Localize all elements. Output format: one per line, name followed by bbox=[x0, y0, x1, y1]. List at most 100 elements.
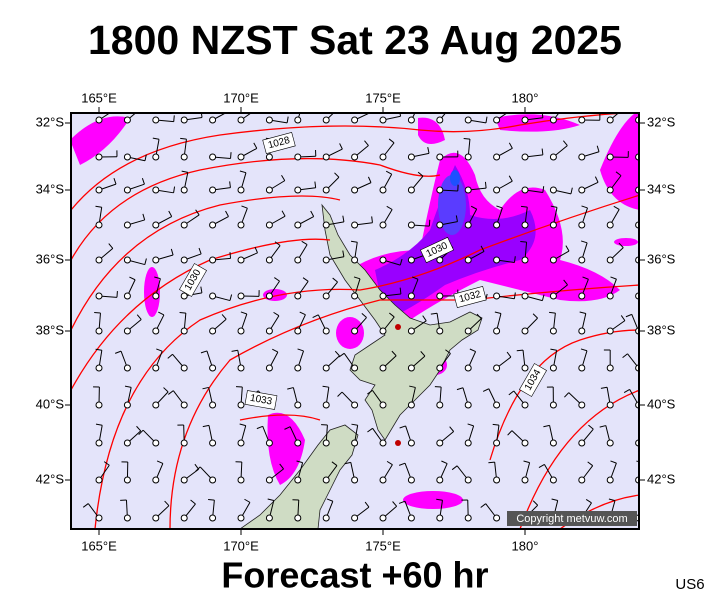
barb-station bbox=[549, 116, 557, 124]
barb-flag bbox=[507, 430, 513, 436]
barb-flag bbox=[113, 177, 117, 185]
barb-station bbox=[549, 476, 557, 484]
lat-label: 40°S bbox=[36, 396, 65, 411]
barb-flag bbox=[342, 215, 345, 222]
barb-flag bbox=[221, 314, 227, 320]
barb-station bbox=[180, 186, 188, 194]
barb-station bbox=[265, 292, 273, 300]
barb-station bbox=[209, 364, 217, 372]
barb-flag bbox=[392, 501, 398, 507]
barb-station bbox=[464, 514, 472, 522]
barb-station bbox=[322, 186, 330, 194]
lon-label: 165°E bbox=[81, 538, 117, 553]
barb-flag bbox=[198, 247, 202, 255]
barb-flag bbox=[615, 171, 622, 177]
barb-station bbox=[493, 401, 501, 409]
barb-station bbox=[265, 256, 273, 264]
barb-flag bbox=[274, 277, 280, 282]
barb-flag bbox=[636, 460, 639, 463]
barb-station bbox=[351, 186, 359, 194]
barb-station bbox=[351, 256, 359, 264]
barb-flag bbox=[173, 115, 175, 122]
barb-flag bbox=[550, 348, 557, 351]
barb-flag bbox=[181, 170, 188, 173]
barb-station bbox=[152, 186, 160, 194]
barb-flag bbox=[332, 277, 338, 283]
barb-flag bbox=[229, 294, 233, 301]
barb-station bbox=[152, 514, 160, 522]
barb-station bbox=[606, 364, 614, 372]
barb-flag bbox=[371, 216, 373, 223]
barb-station bbox=[436, 153, 444, 161]
barb-flag bbox=[353, 276, 361, 280]
barb-flag bbox=[588, 424, 594, 430]
barb-staff bbox=[638, 295, 639, 297]
barb-station bbox=[265, 221, 273, 229]
barb-station bbox=[95, 186, 103, 194]
barb-flag bbox=[156, 460, 164, 464]
barb-station bbox=[95, 439, 103, 447]
lon-label: 170°E bbox=[223, 90, 259, 105]
barb-station bbox=[123, 153, 131, 161]
barb-station bbox=[237, 153, 245, 161]
barb-flag bbox=[136, 314, 142, 320]
barb-station bbox=[578, 364, 586, 372]
barb-station bbox=[180, 439, 188, 447]
barb-station bbox=[351, 327, 359, 335]
barb-station bbox=[521, 476, 529, 484]
barb-flag bbox=[508, 175, 513, 182]
barb-station bbox=[464, 439, 472, 447]
barb-flag bbox=[650, 105, 653, 110]
barb-flag bbox=[273, 311, 280, 317]
barb-station bbox=[578, 116, 586, 124]
lon-label: 180° bbox=[512, 538, 539, 553]
barb-flag bbox=[618, 242, 624, 248]
barb-flag bbox=[467, 423, 474, 427]
barb-station bbox=[407, 153, 415, 161]
barb-station bbox=[521, 186, 529, 194]
barb-station bbox=[436, 327, 444, 335]
barb-station bbox=[407, 292, 415, 300]
barb-flag bbox=[350, 240, 358, 243]
barb-flag bbox=[168, 210, 173, 217]
barb-flag bbox=[312, 314, 319, 319]
barb-station bbox=[493, 292, 501, 300]
barb-station bbox=[209, 256, 217, 264]
barb-flag bbox=[389, 312, 395, 318]
barb-flag bbox=[456, 387, 464, 391]
barb-station bbox=[209, 186, 217, 194]
barb-station bbox=[294, 514, 302, 522]
barb-station bbox=[407, 364, 415, 372]
barb-station bbox=[578, 476, 586, 484]
barb-flag bbox=[399, 425, 406, 429]
barb-station bbox=[265, 116, 273, 124]
barb-station bbox=[521, 221, 529, 229]
barb-flag bbox=[144, 154, 147, 161]
barb-station bbox=[493, 153, 501, 161]
barb-station bbox=[152, 116, 160, 124]
barb-flag bbox=[179, 312, 186, 314]
barb-flag bbox=[516, 349, 524, 352]
barb-station bbox=[322, 401, 330, 409]
barb-station bbox=[294, 221, 302, 229]
barb-flag bbox=[154, 276, 161, 280]
barb-station bbox=[152, 476, 160, 484]
barb-station bbox=[95, 401, 103, 409]
barb-station bbox=[123, 364, 131, 372]
lat-label: 36°S bbox=[36, 251, 65, 266]
barb-station bbox=[606, 256, 614, 264]
barb-flag bbox=[399, 258, 403, 266]
barb-station bbox=[180, 256, 188, 264]
barb-flag bbox=[446, 102, 451, 106]
barb-station bbox=[237, 221, 245, 229]
barb-flag bbox=[480, 503, 487, 508]
barb-station bbox=[294, 327, 302, 335]
barb-station bbox=[436, 221, 444, 229]
barb-station bbox=[407, 439, 415, 447]
barb-flag bbox=[351, 423, 358, 426]
barb-flag bbox=[254, 246, 258, 254]
barb-station bbox=[237, 439, 245, 447]
barb-flag bbox=[267, 498, 274, 502]
barb-station bbox=[209, 439, 217, 447]
